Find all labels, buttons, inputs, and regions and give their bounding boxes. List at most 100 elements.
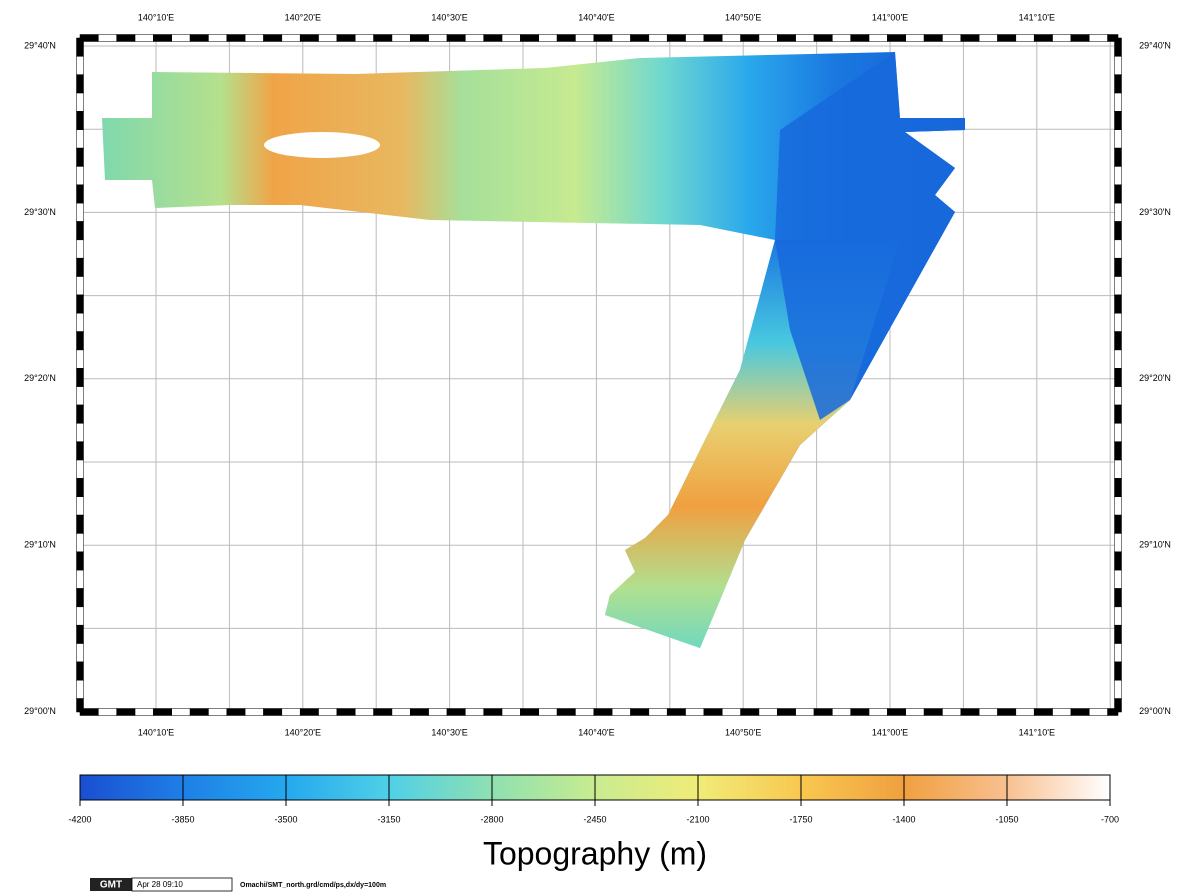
frame-tick xyxy=(429,709,447,716)
frame-tick xyxy=(667,35,685,42)
frame-tick xyxy=(77,38,84,56)
frame-tick xyxy=(1115,350,1122,368)
frame-tick xyxy=(447,709,465,716)
frame-tick xyxy=(704,35,722,42)
frame-tick xyxy=(77,313,84,331)
frame-tick xyxy=(135,709,153,716)
frame-tick xyxy=(190,35,208,42)
frame-tick xyxy=(649,709,667,716)
frame-tick xyxy=(906,35,924,42)
colorbar-title: Topography (m) xyxy=(483,835,707,871)
frame-tick xyxy=(300,35,318,42)
frame-tick xyxy=(245,35,263,42)
frame-tick xyxy=(906,709,924,716)
colorbar-tick-label: -3150 xyxy=(377,814,400,824)
frame-tick xyxy=(77,515,84,533)
frame-tick xyxy=(814,35,832,42)
frame-tick xyxy=(557,35,575,42)
frame-tick xyxy=(1115,460,1122,478)
lon-label-top: 141°00'E xyxy=(872,12,908,22)
lon-label-top: 140°30'E xyxy=(431,12,467,22)
frame-tick xyxy=(796,709,814,716)
frame-tick xyxy=(77,680,84,698)
frame-tick xyxy=(77,497,84,515)
frame-tick xyxy=(77,130,84,148)
frame-tick xyxy=(172,35,190,42)
frame-tick xyxy=(594,709,612,716)
frame-tick xyxy=(1115,368,1122,386)
frame-tick xyxy=(208,35,226,42)
frame-tick xyxy=(667,709,685,716)
frame-tick xyxy=(208,709,226,716)
frame-tick xyxy=(319,709,337,716)
frame-tick xyxy=(1115,423,1122,441)
lat-label-right: 29°20'N xyxy=(1139,373,1171,383)
frame-tick xyxy=(319,35,337,42)
frame-tick xyxy=(77,240,84,258)
frame-tick xyxy=(851,709,869,716)
frame-tick xyxy=(77,589,84,607)
frame-tick xyxy=(264,35,282,42)
map-figure: 140°10'E140°10'E140°20'E140°20'E140°30'E… xyxy=(0,0,1193,894)
frame-tick xyxy=(77,570,84,588)
frame-tick xyxy=(153,709,171,716)
frame-tick xyxy=(1115,387,1122,405)
colorbar-tick-label: -700 xyxy=(1101,814,1119,824)
frame-tick xyxy=(869,709,887,716)
frame-tick xyxy=(924,709,942,716)
frame-tick xyxy=(1115,699,1122,712)
data-gap xyxy=(264,132,380,158)
frame-tick xyxy=(117,709,135,716)
frame-tick xyxy=(77,460,84,478)
frame-tick xyxy=(1115,38,1122,56)
frame-tick xyxy=(77,166,84,184)
lat-label-left: 29°10'N xyxy=(24,540,56,550)
frame-tick xyxy=(814,709,832,716)
frame-tick xyxy=(77,478,84,496)
frame-tick xyxy=(1115,56,1122,74)
frame-tick xyxy=(355,709,373,716)
frame-tick xyxy=(502,709,520,716)
frame-tick xyxy=(1115,533,1122,551)
frame-tick xyxy=(777,709,795,716)
frame-tick xyxy=(1115,75,1122,93)
frame-tick xyxy=(77,368,84,386)
frame-tick xyxy=(1053,709,1071,716)
frame-tick xyxy=(961,35,979,42)
frame-tick xyxy=(1115,625,1122,643)
frame-tick xyxy=(539,35,557,42)
frame-tick xyxy=(245,709,263,716)
frame-tick xyxy=(77,662,84,680)
frame-tick xyxy=(1115,607,1122,625)
frame-tick xyxy=(410,35,428,42)
frame-tick xyxy=(998,35,1016,42)
frame-tick xyxy=(392,709,410,716)
frame-tick xyxy=(410,709,428,716)
frame-tick xyxy=(190,709,208,716)
frame-tick xyxy=(1071,709,1089,716)
frame-tick xyxy=(77,533,84,551)
frame-tick xyxy=(77,350,84,368)
frame-tick xyxy=(465,709,483,716)
frame-tick xyxy=(374,35,392,42)
frame-tick xyxy=(1115,680,1122,698)
frame-tick xyxy=(759,35,777,42)
frame-tick xyxy=(649,35,667,42)
lon-label-bottom: 140°50'E xyxy=(725,727,761,737)
colorbar-tick-label: -1400 xyxy=(892,814,915,824)
frame-tick xyxy=(465,35,483,42)
frame-tick xyxy=(77,332,84,350)
colorbar-tick-label: -2100 xyxy=(686,814,709,824)
frame-tick xyxy=(77,423,84,441)
frame-tick xyxy=(998,709,1016,716)
frame-tick xyxy=(1115,258,1122,276)
frame-tick xyxy=(520,709,538,716)
frame-tick xyxy=(924,35,942,42)
frame-tick xyxy=(1115,332,1122,350)
lat-label-left: 29°40'N xyxy=(24,40,56,50)
frame-tick xyxy=(979,35,997,42)
frame-tick xyxy=(631,35,649,42)
frame-tick xyxy=(686,709,704,716)
frame-tick xyxy=(227,35,245,42)
frame-tick xyxy=(1071,35,1089,42)
